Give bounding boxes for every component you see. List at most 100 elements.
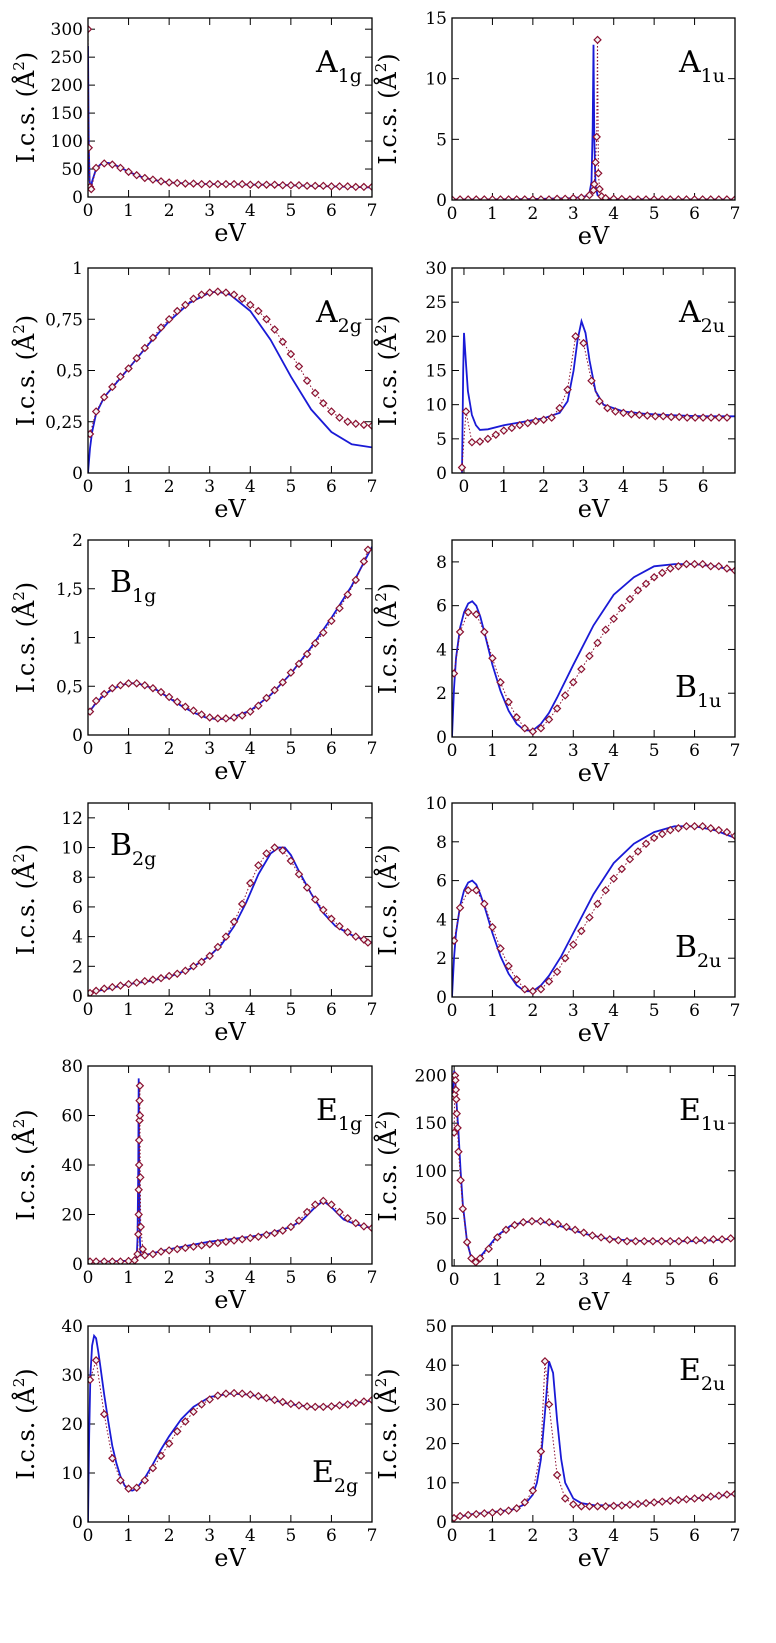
data-point [335, 1401, 344, 1410]
x-axis-title: eV [214, 219, 246, 247]
data-point [472, 886, 481, 895]
y-tick-label: 0,5 [56, 362, 83, 382]
data-point [91, 986, 101, 996]
data-point [262, 1393, 271, 1403]
y-axis-title-close: ) [374, 1368, 402, 1377]
data-point [302, 883, 312, 892]
data-point [475, 437, 485, 446]
data-point [367, 421, 372, 431]
data-point [590, 179, 599, 189]
data-point [327, 914, 336, 924]
data-point [148, 333, 158, 342]
data-point [560, 1494, 570, 1503]
data-point [351, 1218, 361, 1228]
y-axis-title-sup: 2 [372, 854, 390, 864]
data-point [124, 979, 133, 989]
x-tick-label: 7 [367, 1268, 378, 1288]
data-point [512, 1504, 521, 1513]
data-point [595, 184, 604, 194]
data-point [319, 1402, 328, 1412]
x-tick-label: 5 [649, 204, 660, 224]
data-point [343, 417, 352, 426]
y-tick-label: 8 [72, 868, 83, 888]
data-point [579, 338, 588, 348]
data-point [480, 899, 489, 909]
y-axis-title-main: I.c.s. (Å [11, 333, 40, 426]
y-axis-title: I.c.s. (Å2) [372, 1368, 402, 1479]
data-point [189, 962, 198, 971]
data-point [278, 1397, 287, 1407]
data-point [181, 179, 190, 188]
data-area [452, 1357, 735, 1522]
data-point [531, 416, 540, 426]
data-point [596, 1233, 606, 1242]
data-area [88, 545, 372, 723]
x-tick-label: 2 [527, 1001, 538, 1021]
data-point [496, 195, 505, 200]
data-point [221, 1237, 231, 1246]
data-point [625, 195, 635, 200]
x-tick-label: 5 [649, 741, 660, 761]
data-point [270, 180, 279, 189]
x-tick-label: 6 [326, 201, 337, 221]
y-tick-label: 4 [436, 910, 447, 930]
x-tick-label: 7 [730, 1526, 741, 1546]
data-point [278, 678, 287, 687]
data-point [454, 1147, 463, 1156]
data-point [560, 953, 570, 963]
data-point [484, 1244, 493, 1254]
y-tick-label: 5 [436, 130, 447, 150]
data-point [463, 886, 473, 895]
data-point [467, 438, 477, 447]
x-tick-label: 7 [730, 1001, 741, 1021]
data-point [633, 847, 643, 856]
x-tick-label: 6 [689, 204, 700, 224]
y-axis-title-sup: 2 [372, 1120, 390, 1130]
data-point [173, 178, 182, 188]
y-tick-label: 50 [425, 1209, 447, 1229]
y-tick-label: 0 [436, 191, 447, 211]
data-point [130, 1256, 139, 1264]
x-tick-label: 4 [245, 1268, 256, 1288]
data-point [189, 1242, 198, 1251]
data-point [691, 1236, 701, 1245]
y-tick-label: 4 [72, 928, 83, 948]
y-tick-label: 5 [436, 430, 447, 450]
y-tick-label: 10 [425, 794, 447, 814]
data-point [140, 173, 150, 183]
data-point [674, 1495, 683, 1505]
data-point [278, 337, 287, 347]
data-point [148, 175, 158, 184]
data-point [99, 1257, 109, 1264]
data-point [132, 679, 141, 688]
data-point [722, 1490, 732, 1499]
data-point [570, 1225, 580, 1235]
plot-frame [451, 17, 736, 201]
data-point [140, 1476, 150, 1485]
data-point [138, 1244, 148, 1254]
data-point [173, 969, 182, 978]
data-point [544, 195, 554, 200]
data-point [649, 1498, 659, 1507]
x-tick-label: 1 [492, 1270, 503, 1290]
x-tick-label: 5 [285, 201, 296, 221]
x-tick-label: 6 [689, 1001, 700, 1021]
data-point [666, 1496, 675, 1506]
data-point [132, 1483, 141, 1492]
y-axis-title: I.c.s. (Å2) [10, 1109, 40, 1220]
data-point [135, 1081, 145, 1091]
data-point [706, 823, 715, 833]
x-tick-label: 0 [449, 1270, 460, 1290]
data-point [116, 681, 125, 690]
y-tick-label: 40 [61, 1317, 83, 1337]
plot-frame [451, 539, 736, 738]
x-tick-label: 4 [608, 1001, 619, 1021]
data-point [539, 415, 548, 424]
y-tick-label: 2 [72, 531, 83, 551]
data-point [335, 1207, 344, 1217]
data-point [706, 195, 715, 200]
